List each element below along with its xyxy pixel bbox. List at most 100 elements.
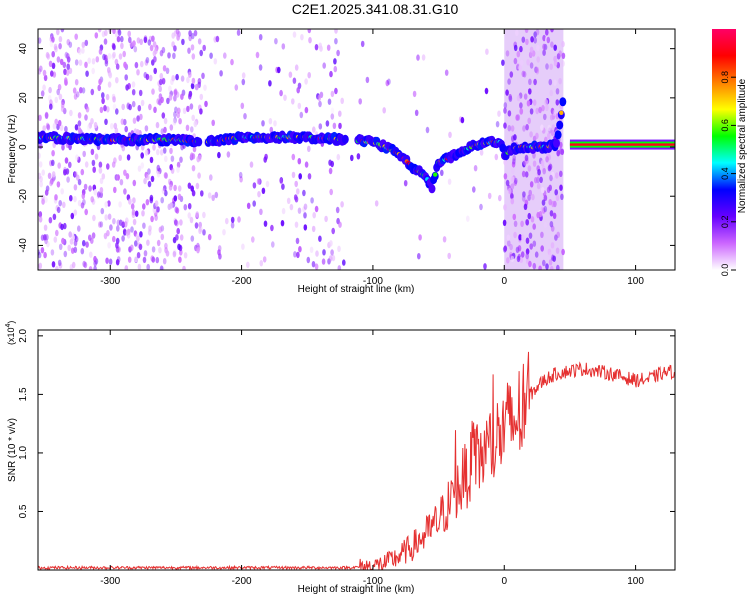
spectral-blob: [421, 54, 426, 61]
spectral-blob: [58, 93, 63, 101]
spectral-blob: [533, 78, 537, 86]
spectral-blob: [154, 200, 159, 207]
spectral-blob: [425, 126, 430, 134]
spectral-blob: [515, 114, 519, 121]
spectral-blob: [92, 214, 96, 222]
spectral-blob: [170, 167, 175, 174]
spectral-blob: [38, 161, 43, 168]
spectral-blob: [417, 253, 421, 260]
spectral-blob: [519, 102, 523, 109]
spectral-blob: [98, 161, 103, 168]
spectral-blob: [512, 154, 516, 162]
spectral-blob: [47, 172, 52, 179]
spectral-blob: [211, 119, 215, 127]
spectral-blob: [155, 256, 160, 264]
spectral-blob: [49, 179, 53, 187]
spectral-blob: [143, 177, 147, 185]
spectral-blob: [182, 265, 186, 270]
spectral-blob: [542, 43, 546, 50]
spectral-blob: [152, 50, 157, 57]
spectral-blob: [503, 245, 508, 252]
spectral-blob: [521, 70, 526, 78]
spectral-blob: [521, 36, 526, 43]
spectral-blob: [550, 242, 555, 249]
spectral-blob: [529, 131, 533, 138]
spectral-blob: [77, 178, 82, 186]
spectral-blob: [152, 41, 157, 48]
spectral-blob: [297, 102, 302, 110]
spectral-blob: [115, 242, 119, 249]
spectral-blob: [412, 90, 417, 98]
spectral-blob: [173, 88, 178, 95]
spectral-blob: [542, 34, 546, 42]
spectral-blob: [527, 194, 531, 201]
spectral-blob: [134, 61, 139, 69]
spectral-blob: [209, 52, 213, 59]
spectral-blob: [558, 78, 562, 85]
spectral-blob: [107, 53, 112, 60]
spectral-blob: [338, 221, 342, 228]
snr-frame: [37, 329, 676, 571]
spectral-blob: [516, 94, 521, 102]
spectral-blob: [521, 195, 526, 202]
spectral-blob: [550, 225, 555, 232]
spectral-blob: [161, 187, 166, 195]
spectral-blob: [112, 235, 116, 243]
spectral-blob: [42, 69, 47, 77]
spectral-blob: [98, 78, 102, 86]
spectral-blob: [100, 207, 105, 215]
spectral-blob: [38, 251, 42, 259]
spectral-blob: [38, 262, 43, 269]
spectral-blob: [241, 72, 246, 79]
spectral-blob: [88, 266, 93, 270]
spectral-blob: [60, 29, 65, 33]
spectral-blob: [122, 50, 126, 58]
spectral-blob: [303, 203, 308, 210]
spectral-blob: [240, 102, 245, 110]
spectral-blob: [525, 252, 529, 260]
spectral-blob: [281, 43, 286, 50]
spectral-blob: [548, 184, 552, 191]
spectral-blob: [519, 108, 524, 115]
spectral-blob: [540, 124, 544, 131]
spectral-blob: [515, 246, 520, 253]
spectral-blob: [131, 100, 136, 108]
spectral-blob: [160, 233, 165, 241]
spectral-blob: [90, 196, 94, 203]
colorbar-tick-label: 0.0: [720, 264, 730, 277]
snr-series-line: [38, 351, 675, 570]
spectral-blob: [556, 53, 561, 60]
spectral-blob: [333, 58, 337, 65]
spectral-blob: [120, 42, 124, 49]
spectral-blob: [127, 30, 131, 37]
spectral-blob: [186, 76, 190, 84]
spectral-blob: [40, 90, 45, 97]
spectral-blob: [202, 44, 206, 52]
spectral-blob: [60, 188, 64, 195]
spectral-blob: [503, 122, 507, 129]
spectral-blob: [107, 242, 111, 249]
spectral-blob: [225, 217, 229, 225]
spectral-blob: [246, 261, 250, 268]
spectral-blob: [43, 224, 48, 231]
spectral-blob: [77, 127, 82, 134]
spectral-blob: [156, 206, 160, 213]
spectral-blob: [78, 48, 82, 55]
spectral-blob: [191, 114, 195, 122]
spectral-blob: [169, 147, 173, 155]
spectral-blob: [551, 200, 555, 208]
spectral-blob: [177, 107, 181, 114]
spectral-blob: [509, 243, 513, 251]
spectral-blob: [550, 129, 555, 137]
spectral-blob: [57, 162, 61, 169]
spectral-blob: [298, 173, 303, 180]
spectral-blob: [154, 214, 158, 221]
spectral-blob: [125, 173, 130, 180]
spectrogram-ylabel: Frequency (Hz): [7, 115, 18, 184]
spectral-blob: [158, 85, 162, 93]
spectral-blob: [91, 232, 96, 239]
spectral-blob: [528, 260, 532, 268]
spectral-blob: [535, 66, 539, 74]
spectral-blob: [51, 62, 56, 69]
ridge-blob: [554, 130, 562, 140]
